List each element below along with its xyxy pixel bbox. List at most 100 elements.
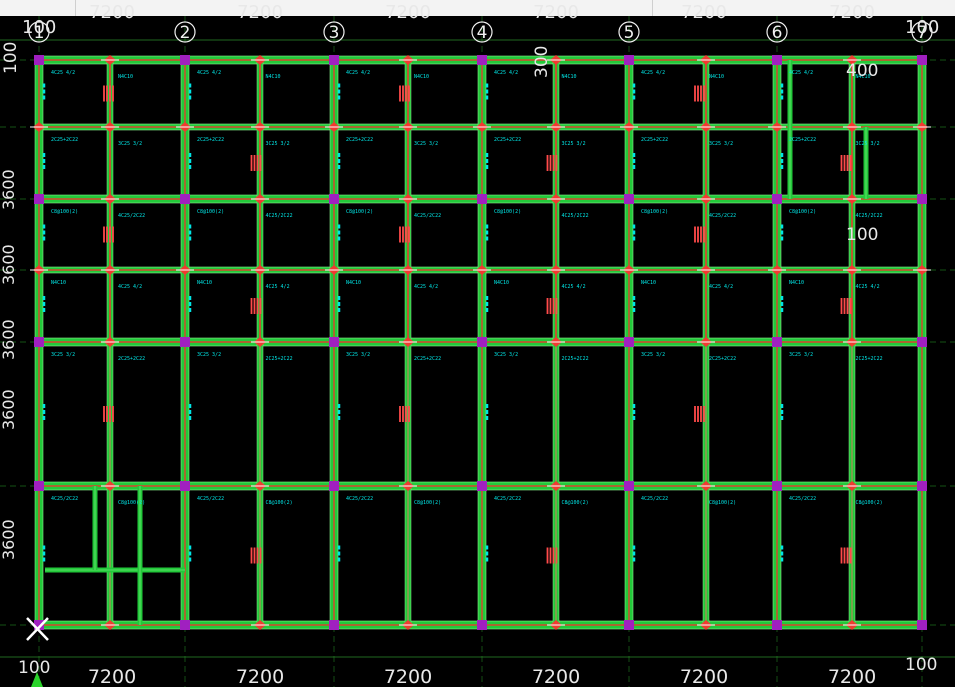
grid-axis-label: 2: [180, 23, 191, 43]
bottom-bay-dimension: 7200: [680, 666, 728, 687]
left-bay-dimension: 3600: [0, 389, 18, 430]
beam-annotation: N4C10: [709, 74, 724, 80]
beam-annotation: 4C25 4/2: [51, 70, 75, 76]
grid-axis-label: 5: [624, 23, 635, 43]
left-dimension-column: 3600 3600 3600 3600 3600: [0, 169, 18, 560]
beam-annotation: C8@100(2): [346, 209, 373, 215]
left-bay-dimension: 3600: [0, 319, 18, 360]
column: [34, 55, 44, 65]
beam-annotation: 2C25+2C22: [856, 356, 883, 362]
top-bay-dimension: 7200: [89, 2, 135, 23]
column: [477, 55, 487, 65]
column: [917, 481, 927, 491]
beam-annotation: 4C25/2C22: [789, 496, 816, 502]
column: [34, 481, 44, 491]
grid-bubble: [766, 21, 788, 43]
beam-annotation: 4C25 4/2: [197, 70, 221, 76]
beam-annotation: N4C10: [346, 280, 361, 286]
column: [180, 620, 190, 630]
column: [180, 481, 190, 491]
rebar-marks-layer: [30, 55, 931, 630]
beam-annotation: 4C25/2C22: [51, 496, 78, 502]
dim-top-right: 100: [905, 17, 939, 38]
beam-annotation: 4C25/2C22: [856, 213, 883, 219]
beam-annotation: 4C25/2C22: [709, 213, 736, 219]
bottom-bay-dimension: 7200: [828, 666, 876, 687]
beam-annotation: C8@100(2): [789, 209, 816, 215]
dim-bottom-right: 100: [905, 655, 937, 675]
beam-annotation: 3C25 3/2: [562, 141, 586, 147]
toolbar-divider: [652, 0, 653, 16]
beam-annotation: 3C25 3/2: [641, 352, 665, 358]
left-bay-dimension: 3600: [0, 169, 18, 210]
beam-annotation: 4C25 4/2: [641, 70, 665, 76]
column-layer: [34, 55, 927, 630]
column: [180, 337, 190, 347]
top-bay-dimension: 7200: [385, 2, 431, 23]
dim-top-left: 100: [22, 17, 56, 38]
beam-annotation: N4C10: [789, 280, 804, 286]
column: [772, 481, 782, 491]
column: [34, 337, 44, 347]
bottom-bay-dimension: 7200: [88, 666, 136, 687]
beam-annotation: 4C25 4/2: [346, 70, 370, 76]
beam-annotation: 4C25 4/2: [709, 284, 733, 290]
grid-bubbles: 1 2 3 4 5 6 7: [28, 21, 933, 43]
column: [180, 55, 190, 65]
column: [917, 620, 927, 630]
top-bay-dimension: 7200: [237, 2, 283, 23]
beam-annotation: 4C25 4/2: [562, 284, 586, 290]
beam-annotation: 3C25 3/2: [266, 141, 290, 147]
beam-annotation: N4C10: [856, 74, 871, 80]
column: [329, 337, 339, 347]
column: [624, 194, 634, 204]
dim-left-side: 100: [1, 42, 21, 74]
beam-annotation: 2C25+2C22: [494, 137, 521, 143]
left-bay-dimension: 3600: [0, 244, 18, 285]
column: [772, 55, 782, 65]
beam-annotation: 3C25 3/2: [789, 352, 813, 358]
dim-400: 400: [846, 61, 878, 81]
beam-annotation: 4C25/2C22: [197, 496, 224, 502]
column: [34, 620, 44, 630]
beam-annotation: C8@100(2): [118, 500, 145, 506]
dim-100: 100: [846, 225, 878, 245]
beam-annotation: 2C25+2C22: [51, 137, 78, 143]
grid-bubble: [911, 21, 933, 43]
beam-annotation: N4C10: [118, 74, 133, 80]
beam-annotation: 2C25+2C22: [346, 137, 373, 143]
beam-annotation: 4C25/2C22: [562, 213, 589, 219]
column: [772, 620, 782, 630]
grid-axis-label: 4: [477, 23, 488, 43]
beam-annotation: C8@100(2): [51, 209, 78, 215]
beam-annotation: 3C25 3/2: [494, 352, 518, 358]
beam-annotation: 2C25+2C22: [641, 137, 668, 143]
column: [477, 620, 487, 630]
beam-annotation: 3C25 3/2: [197, 352, 221, 358]
grid-axis-label: 1: [34, 23, 45, 43]
beam-annotation: 3C25 3/2: [709, 141, 733, 147]
column: [477, 481, 487, 491]
bottom-bay-dimension: 7200: [384, 666, 432, 687]
grid-bubble: [471, 21, 493, 43]
beam-annotation: C8@100(2): [414, 500, 441, 506]
beam-annotation: 2C25+2C22: [789, 137, 816, 143]
beam-annotation: 2C25+2C22: [266, 356, 293, 362]
beam-annotation: C8@100(2): [494, 209, 521, 215]
beam-annotation: 4C25/2C22: [266, 213, 293, 219]
grid-bubble: [174, 21, 196, 43]
toolbar-divider: [75, 0, 76, 16]
beam-annotation: 3C25 3/2: [856, 141, 880, 147]
beam-annotation: 4C25 4/2: [266, 284, 290, 290]
column: [624, 620, 634, 630]
close-icon[interactable]: [26, 617, 49, 641]
beam-annotation: 4C25 4/2: [494, 70, 518, 76]
column: [917, 194, 927, 204]
beam-annotation: 2C25+2C22: [562, 356, 589, 362]
beam-annotation: 4C25/2C22: [118, 213, 145, 219]
column: [329, 481, 339, 491]
beam-annotation: N4C10: [641, 280, 656, 286]
bottom-bay-dimension: 7200: [236, 666, 284, 687]
beam-annotation: 2C25+2C22: [118, 356, 145, 362]
